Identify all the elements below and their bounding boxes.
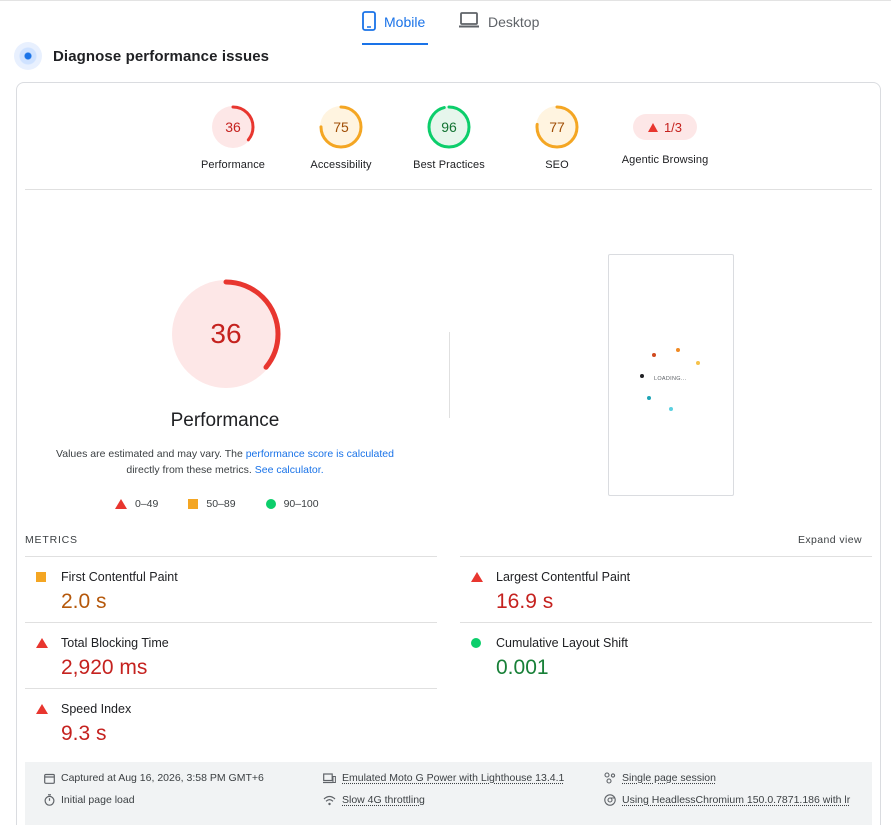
tab-desktop-label: Desktop xyxy=(488,11,539,33)
page-session[interactable]: Single page session xyxy=(604,772,716,784)
score-calculated-link[interactable]: performance score is calculated xyxy=(246,448,394,460)
metric-name: Cumulative Layout Shift xyxy=(496,636,628,650)
metric-cls: Cumulative Layout Shift 0.001 xyxy=(460,622,872,688)
gauge-label: Agentic Browsing xyxy=(611,154,719,166)
wifi-icon xyxy=(323,795,336,806)
average-square-icon xyxy=(188,499,198,509)
gauge-label: Performance xyxy=(179,159,287,171)
spinner-dot xyxy=(696,361,700,365)
gauge-seo[interactable]: 77 SEO xyxy=(503,104,611,171)
metric-value: 2,920 ms xyxy=(61,656,147,680)
metric-fcp: First Contentful Paint 2.0 s xyxy=(25,556,437,622)
legend-label: 50–89 xyxy=(206,498,235,510)
see-calculator-link[interactable]: See calculator. xyxy=(255,464,324,476)
device-tabs: Mobile Desktop xyxy=(0,0,891,46)
calendar-icon xyxy=(44,773,55,784)
desc-text: Values are estimated and may vary. The xyxy=(56,448,246,460)
gauge-score: 36 xyxy=(179,104,287,150)
metric-value: 2.0 s xyxy=(61,590,107,614)
browser-text: Using HeadlessChromium 150.0.7871.186 wi… xyxy=(622,794,850,806)
metric-tbt: Total Blocking Time 2,920 ms xyxy=(25,622,437,688)
score-legend: 0–49 50–89 90–100 xyxy=(115,498,349,510)
gauge-score: 96 xyxy=(395,104,503,150)
timer-icon xyxy=(44,794,55,806)
metric-lcp: Largest Contentful Paint 16.9 s xyxy=(460,556,872,622)
legend-label: 90–100 xyxy=(284,498,319,510)
summary-gauges: 36 Performance 75 Accessibility 96 Best … xyxy=(0,104,891,176)
network-throttling[interactable]: Slow 4G throttling xyxy=(323,794,425,806)
pass-circle-icon xyxy=(471,638,481,648)
spinner-dot xyxy=(647,396,651,400)
spinner-dot xyxy=(669,407,673,411)
metrics-heading: METRICS xyxy=(25,534,78,546)
gauge-agentic-browsing[interactable]: 1/3 Agentic Browsing xyxy=(611,104,719,166)
laptop-icon xyxy=(458,11,480,29)
spinner-dot xyxy=(676,348,680,352)
legend-pass: 90–100 xyxy=(266,498,319,510)
gauge-score: 75 xyxy=(287,104,395,150)
gauge-label: Best Practices xyxy=(395,159,503,171)
captured-text: Captured at Aug 16, 2026, 3:58 PM GMT+6 xyxy=(61,772,264,784)
phone-icon xyxy=(362,11,376,31)
gauge-performance[interactable]: 36 Performance xyxy=(179,104,287,171)
fail-triangle-icon xyxy=(36,638,48,648)
tab-desktop[interactable]: Desktop xyxy=(458,11,539,45)
metric-name: Total Blocking Time xyxy=(61,636,169,650)
chrome-icon xyxy=(604,794,616,806)
emulated-device[interactable]: Emulated Moto G Power with Lighthouse 13… xyxy=(323,772,564,784)
vertical-divider xyxy=(449,332,450,418)
tab-mobile-label: Mobile xyxy=(384,11,425,33)
session-text: Single page session xyxy=(622,772,716,784)
pass-circle-icon xyxy=(266,499,276,509)
browser-info[interactable]: Using HeadlessChromium 150.0.7871.186 wi… xyxy=(604,794,850,806)
fail-triangle-icon xyxy=(648,123,658,132)
fail-triangle-icon xyxy=(471,572,483,582)
captured-at: Captured at Aug 16, 2026, 3:58 PM GMT+6 xyxy=(44,772,264,784)
spinner-dot xyxy=(640,374,644,378)
initial-load: Initial page load xyxy=(44,794,135,806)
spinner-dot xyxy=(652,353,656,357)
diagnose-icon xyxy=(14,42,42,70)
expand-view-button[interactable]: Expand view xyxy=(798,534,862,546)
gauge-label: SEO xyxy=(503,159,611,171)
emulated-device-text: Emulated Moto G Power with Lighthouse 13… xyxy=(342,772,564,784)
gauge-best-practices[interactable]: 96 Best Practices xyxy=(395,104,503,171)
diagnose-header: Diagnose performance issues xyxy=(14,42,269,70)
metric-name: Speed Index xyxy=(61,702,131,716)
runtime-settings: Captured at Aug 16, 2026, 3:58 PM GMT+6 … xyxy=(25,762,872,825)
fail-triangle-icon xyxy=(36,704,48,714)
metric-speed-index: Speed Index 9.3 s xyxy=(25,688,437,748)
average-square-icon xyxy=(36,572,46,582)
metric-name: First Contentful Paint xyxy=(61,570,178,584)
desc-text: directly from these metrics. xyxy=(126,464,254,476)
gauge-label: Accessibility xyxy=(287,159,395,171)
metric-name: Largest Contentful Paint xyxy=(496,570,630,584)
performance-description: Values are estimated and may vary. The p… xyxy=(25,446,425,478)
performance-title: Performance xyxy=(25,410,425,432)
agentic-value: 1/3 xyxy=(664,120,682,135)
legend-fail: 0–49 xyxy=(115,498,158,510)
divider xyxy=(25,189,872,190)
final-screenshot[interactable]: LOADING... xyxy=(608,254,734,496)
initial-load-text: Initial page load xyxy=(61,794,135,806)
gauge-score: 77 xyxy=(503,104,611,150)
devices-icon xyxy=(323,773,336,784)
tab-mobile[interactable]: Mobile xyxy=(362,11,428,45)
legend-average: 50–89 xyxy=(188,498,235,510)
gauge-accessibility[interactable]: 75 Accessibility xyxy=(287,104,395,171)
metric-value: 16.9 s xyxy=(496,590,553,614)
metric-value: 0.001 xyxy=(496,656,549,680)
session-icon xyxy=(604,772,616,784)
fail-triangle-icon xyxy=(115,499,127,509)
performance-score: 36 xyxy=(170,278,282,390)
legend-label: 0–49 xyxy=(135,498,158,510)
metric-value: 9.3 s xyxy=(61,722,107,746)
loading-text: LOADING... xyxy=(654,376,686,382)
diagnose-title: Diagnose performance issues xyxy=(53,48,269,65)
agentic-pill: 1/3 xyxy=(633,114,697,140)
throttling-text: Slow 4G throttling xyxy=(342,794,425,806)
